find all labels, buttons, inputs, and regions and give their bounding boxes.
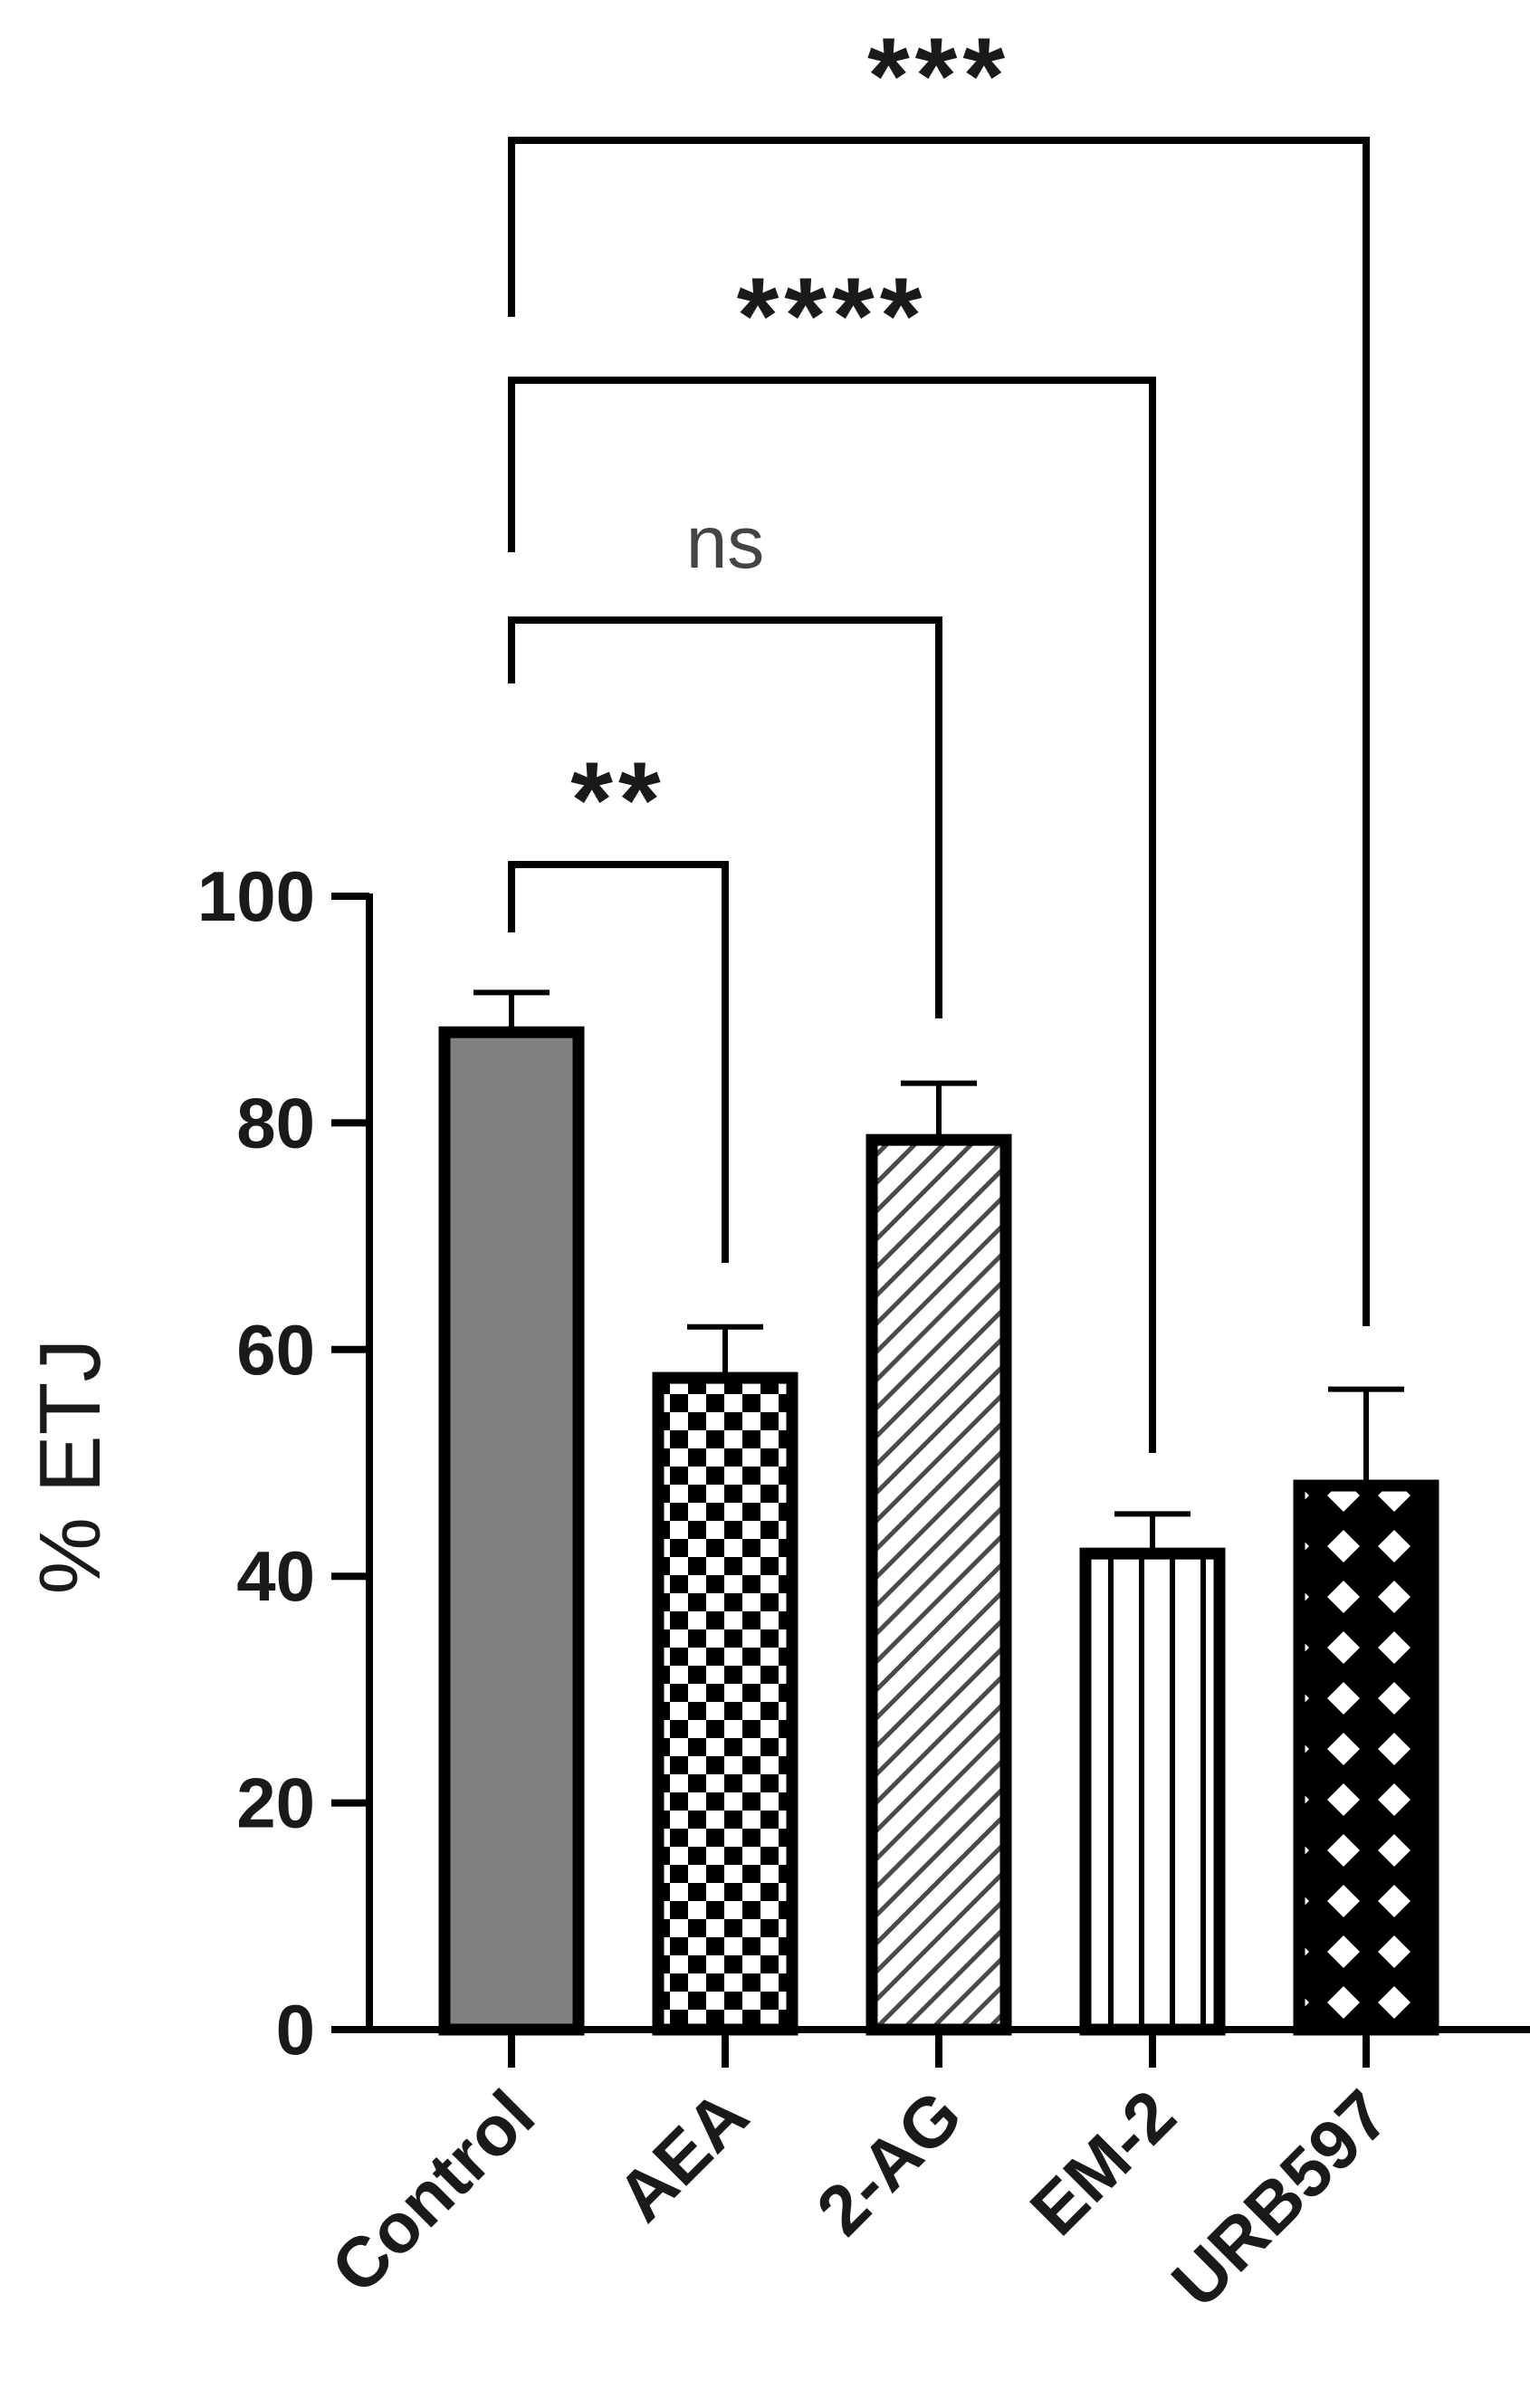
- bar-em-2: [1079, 1547, 1226, 2036]
- bar-control: [438, 1026, 585, 2036]
- bar-2-ag: [865, 1133, 1012, 2036]
- significance-bracket: ****: [508, 255, 1156, 1453]
- bar-urb597: [1293, 1479, 1439, 2036]
- y-tick-label: 0: [276, 1990, 315, 2069]
- bars-layer: [438, 1026, 1439, 2036]
- y-axis-title: % ETJ: [22, 1339, 119, 1595]
- error-bar: [1114, 1511, 1191, 1554]
- error-bar: [901, 1080, 977, 1141]
- error-bar: [1328, 1386, 1404, 1486]
- significance-label: **: [570, 740, 665, 861]
- significance-bracket-line: [508, 377, 1156, 1453]
- y-tick-label: 60: [236, 1310, 315, 1390]
- bar-aea: [652, 1371, 798, 2036]
- significance-bracket: **: [508, 740, 729, 1263]
- y-tick-label: 20: [236, 1763, 315, 1843]
- x-tick-label: AEA: [601, 2075, 763, 2237]
- significance-label: ns: [686, 502, 765, 584]
- error-bar: [687, 1323, 763, 1379]
- significance-brackets: **ns*******: [508, 15, 1370, 1453]
- error-bar: [473, 989, 550, 1033]
- significance-bracket: ns: [508, 502, 942, 1018]
- significance-bracket-line: [508, 616, 942, 1018]
- y-tick-label: 40: [236, 1536, 315, 1616]
- y-tick-label: 100: [197, 856, 315, 936]
- significance-label: ****: [737, 255, 928, 377]
- y-axis: 0 20 40 60 80 100: [197, 856, 373, 2069]
- y-tick-label: 80: [236, 1083, 315, 1162]
- significance-label: ***: [867, 15, 1010, 137]
- x-tick-label: Control: [316, 2075, 550, 2308]
- x-tick-label: URB597: [1156, 2075, 1404, 2323]
- significance-bracket-line: [508, 861, 729, 1263]
- error-bars-layer: [473, 989, 1404, 1554]
- x-tick-label: EM-2: [1015, 2075, 1191, 2250]
- significance-bracket: ***: [508, 15, 1370, 1326]
- x-tick-label: 2-AG: [801, 2075, 977, 2250]
- significance-bracket-line: [508, 137, 1370, 1326]
